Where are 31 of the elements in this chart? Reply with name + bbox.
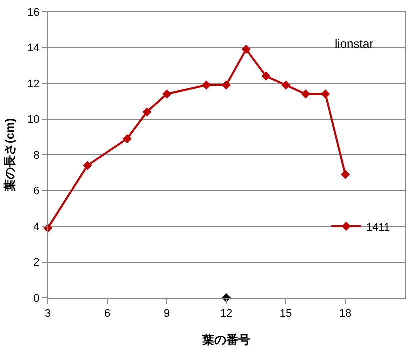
- point: [242, 44, 251, 54]
- point: [321, 90, 330, 99]
- x-tick-label: 9: [164, 308, 170, 320]
- y-tick-label: 4: [34, 221, 40, 234]
- x-tick-label: 18: [339, 308, 352, 320]
- y-tick-label: 2: [34, 257, 40, 270]
- point: [222, 80, 232, 90]
- y-tick-label: 6: [34, 186, 40, 198]
- x-tick-label: 6: [104, 308, 111, 320]
- point: [83, 161, 92, 170]
- y-tick-label: 16: [28, 6, 40, 19]
- legend-label: 1411: [366, 222, 390, 234]
- x-tick-label: 3: [44, 308, 52, 320]
- y-tick-label: 12: [28, 78, 40, 90]
- x-tick-label: 15: [280, 308, 292, 320]
- point: [262, 72, 271, 81]
- point: [281, 80, 291, 90]
- y-tick-label: 10: [28, 114, 40, 126]
- point: [340, 170, 350, 180]
- point: [122, 134, 132, 144]
- point: [202, 80, 212, 90]
- x-tick-label: 12: [220, 308, 233, 320]
- annotation: lionstar: [335, 37, 374, 51]
- point: [142, 108, 152, 117]
- x-axis-title: 葉の番号: [202, 333, 250, 347]
- y-tick-label: 14: [28, 42, 40, 55]
- point: [301, 90, 310, 99]
- y-tick-label: 0: [34, 292, 40, 305]
- y-axis-title: 葉の長さ(cm): [3, 118, 17, 193]
- y-tick-label: 8: [34, 150, 40, 162]
- point: [162, 90, 172, 99]
